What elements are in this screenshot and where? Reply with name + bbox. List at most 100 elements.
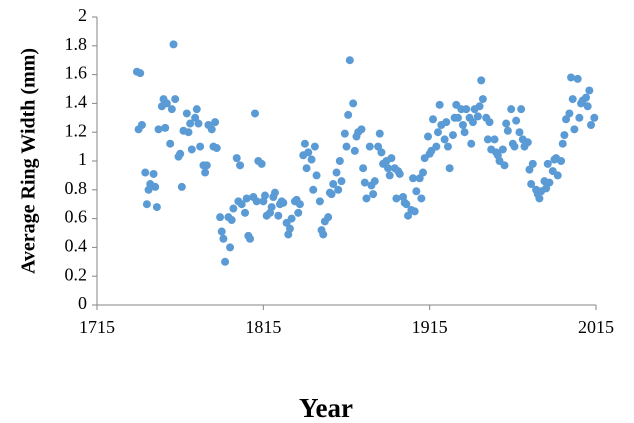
point — [186, 119, 195, 128]
point — [241, 208, 250, 217]
point — [184, 128, 193, 137]
point — [176, 149, 185, 158]
point — [460, 128, 469, 137]
point — [187, 145, 196, 154]
point — [335, 157, 344, 165]
point — [332, 168, 341, 177]
point — [575, 113, 584, 122]
point — [342, 142, 351, 151]
point — [498, 145, 507, 154]
point — [360, 178, 369, 187]
point — [217, 227, 226, 236]
point — [467, 139, 476, 148]
point — [557, 157, 566, 165]
point — [242, 194, 251, 203]
point — [507, 105, 516, 114]
point — [365, 142, 374, 151]
point — [310, 142, 319, 151]
point — [246, 234, 255, 243]
point — [202, 161, 211, 170]
y-tick-label: 1.2 — [65, 120, 88, 140]
point — [565, 109, 574, 118]
point — [558, 139, 567, 148]
point — [257, 159, 266, 168]
point — [359, 164, 368, 173]
point — [468, 118, 477, 127]
point — [295, 200, 304, 209]
point — [267, 203, 276, 212]
point — [169, 40, 178, 49]
point — [587, 121, 596, 129]
point — [192, 105, 201, 114]
point — [357, 125, 366, 134]
point — [137, 121, 146, 129]
point — [402, 200, 411, 209]
point — [194, 119, 203, 128]
point — [370, 177, 379, 186]
point — [216, 213, 225, 222]
point — [196, 142, 205, 151]
point — [475, 102, 484, 111]
point — [350, 146, 359, 155]
point — [294, 208, 303, 217]
point — [384, 164, 393, 173]
point — [485, 118, 494, 127]
point — [151, 182, 160, 191]
point — [221, 257, 230, 266]
point — [567, 73, 576, 82]
point — [237, 200, 246, 209]
point — [478, 95, 487, 104]
point — [527, 180, 536, 189]
point — [500, 161, 509, 170]
point — [344, 110, 353, 119]
point — [445, 164, 454, 173]
point — [315, 197, 324, 206]
x-tick-label: 1915 — [412, 317, 448, 337]
point — [260, 191, 269, 200]
point — [502, 119, 511, 128]
point — [161, 123, 170, 132]
point — [535, 194, 544, 203]
y-tick-label: 0.4 — [65, 236, 88, 256]
point — [490, 135, 499, 144]
point — [573, 74, 582, 83]
y-tick-label: 0 — [78, 293, 87, 313]
x-tick-label: 2015 — [578, 317, 614, 337]
point — [362, 194, 371, 203]
point — [387, 154, 396, 163]
point — [395, 169, 404, 178]
point — [442, 118, 451, 127]
point — [227, 216, 236, 225]
point — [453, 113, 462, 122]
point — [428, 115, 437, 124]
point — [433, 128, 442, 137]
point — [142, 200, 151, 209]
point — [252, 197, 261, 206]
point — [207, 125, 216, 134]
point — [560, 131, 569, 140]
point — [149, 169, 158, 178]
y-tick-label: 1 — [78, 149, 87, 169]
y-tick-label: 0.6 — [65, 207, 88, 227]
point — [349, 99, 358, 108]
point — [177, 182, 186, 191]
point — [229, 204, 238, 213]
point — [392, 194, 401, 203]
point — [432, 142, 441, 151]
point — [319, 230, 328, 239]
point — [162, 99, 171, 108]
point — [512, 116, 521, 125]
point — [377, 148, 386, 157]
point — [279, 198, 288, 207]
point — [582, 93, 591, 102]
point — [568, 95, 577, 104]
point — [590, 113, 599, 122]
y-tick-label: 2 — [78, 5, 87, 25]
point — [477, 76, 486, 85]
y-tick-label: 0.2 — [65, 264, 88, 284]
point — [312, 171, 321, 180]
point — [232, 154, 241, 163]
point — [517, 105, 526, 114]
point — [528, 159, 537, 168]
